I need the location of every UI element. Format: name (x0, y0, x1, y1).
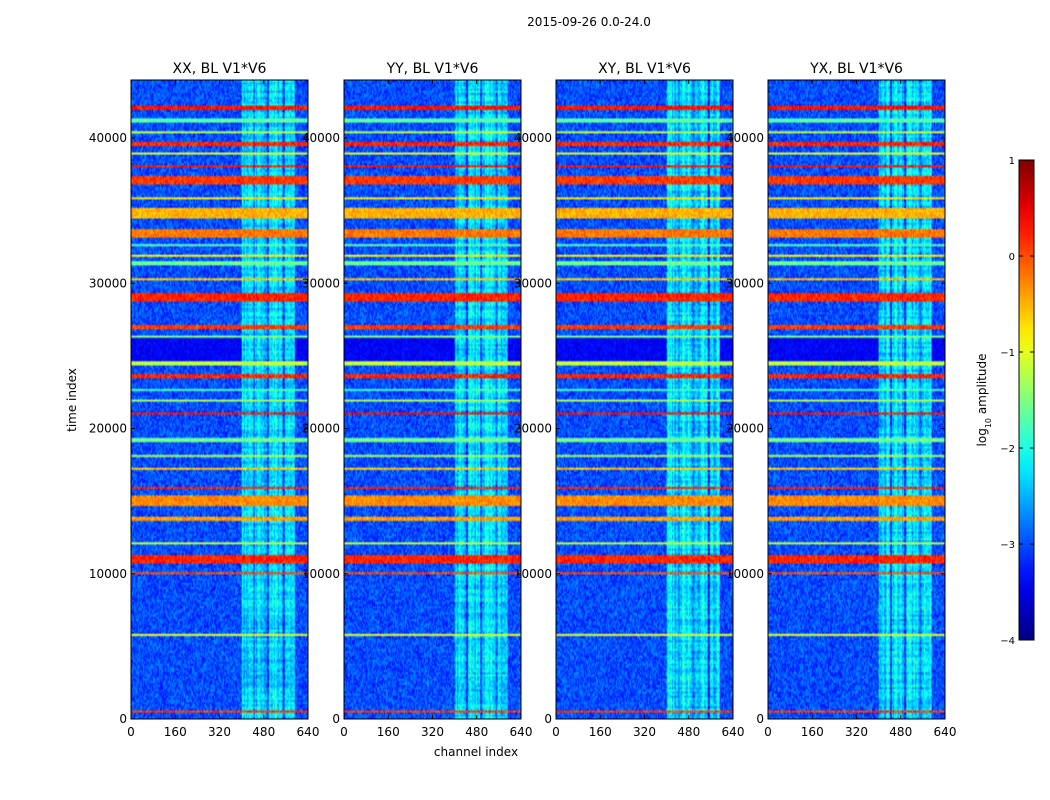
y-tick-label: 40000 (89, 131, 127, 145)
y-tick-label: 0 (332, 712, 340, 726)
heatmap-raster (556, 80, 733, 719)
x-tick-label: 640 (934, 725, 957, 739)
colorbar-tick-label: −2 (1000, 444, 1015, 455)
y-tick-label: 0 (544, 712, 552, 726)
colorbar-tick-label: −1 (1000, 348, 1015, 359)
x-tick-label: 0 (764, 725, 772, 739)
x-axis-label: channel index (434, 745, 518, 759)
heatmap-panels: XX, BL V1*V6 0 160 320 480 640 0 10000 20000 3000… (89, 61, 957, 739)
colorbar-tick-label: −3 (1000, 540, 1015, 551)
colorbar-gradient (1018, 159, 1035, 641)
x-tick-label: 480 (252, 725, 275, 739)
y-tick-label: 0 (119, 712, 127, 726)
y-tick-label: 10000 (302, 567, 340, 581)
x-tick-label: 320 (208, 725, 231, 739)
heatmap-raster (768, 80, 945, 719)
y-tick-label: 40000 (726, 131, 764, 145)
colorbar-label-sub: 10 (984, 418, 993, 428)
heatmap-panel: YY, BL V1*V6 0 160 320 480 640 0 10000 20000 3000… (302, 61, 533, 739)
y-tick-label: 30000 (89, 276, 127, 290)
colorbar-label-rest: amplitude (975, 354, 989, 418)
heatmap-panel: XY, BL V1*V6 0 160 320 480 640 0 10000 20000 3000… (514, 61, 745, 739)
x-tick-label: 480 (889, 725, 912, 739)
x-tick-label: 480 (677, 725, 700, 739)
y-tick-label: 40000 (514, 131, 552, 145)
y-axis-label: time index (65, 368, 79, 432)
y-tick-label: 30000 (514, 276, 552, 290)
x-tick-label: 480 (465, 725, 488, 739)
heatmap-raster (344, 80, 521, 719)
x-tick-label: 160 (377, 725, 400, 739)
y-tick-label: 40000 (302, 131, 340, 145)
x-tick-label: 160 (801, 725, 824, 739)
x-tick-label: 0 (127, 725, 135, 739)
colorbar-tick-label: 1 (1009, 156, 1015, 167)
x-tick-label: 320 (633, 725, 656, 739)
heatmap-panel: YX, BL V1*V6 0 160 320 480 640 0 10000 20000 3000… (726, 61, 957, 739)
x-tick-label: 640 (297, 725, 320, 739)
y-tick-label: 20000 (302, 422, 340, 436)
colorbar-tick-label: −4 (1000, 636, 1015, 647)
panel-title: XX, BL V1*V6 (173, 61, 267, 77)
heatmap-raster (131, 80, 308, 719)
y-tick-label: 30000 (302, 276, 340, 290)
x-tick-label: 320 (421, 725, 444, 739)
y-tick-label: 20000 (726, 422, 764, 436)
panel-title: XY, BL V1*V6 (598, 61, 691, 77)
y-tick-label: 10000 (514, 567, 552, 581)
figure-suptitle: 2015-09-26 0.0-24.0 (527, 15, 651, 29)
x-tick-label: 0 (552, 725, 560, 739)
x-tick-label: 160 (164, 725, 187, 739)
colorbar-label: log10 amplitude (975, 354, 993, 447)
y-tick-label: 10000 (726, 567, 764, 581)
y-tick-label: 20000 (89, 422, 127, 436)
colorbar: −4 −3 −2 −1 0 1 (1000, 156, 1035, 647)
x-tick-label: 320 (845, 725, 868, 739)
y-tick-label: 20000 (514, 422, 552, 436)
x-tick-label: 0 (340, 725, 348, 739)
colorbar-tick-label: 0 (1009, 252, 1015, 263)
y-tick-label: 0 (756, 712, 764, 726)
x-tick-label: 160 (589, 725, 612, 739)
y-tick-label: 10000 (89, 567, 127, 581)
x-tick-label: 640 (510, 725, 533, 739)
panel-title: YX, BL V1*V6 (809, 61, 903, 77)
colorbar-label-main: log (975, 428, 989, 446)
heatmap-panel: XX, BL V1*V6 0 160 320 480 640 0 10000 20000 3000… (89, 61, 320, 739)
panel-title: YY, BL V1*V6 (386, 61, 479, 77)
y-tick-label: 30000 (726, 276, 764, 290)
x-tick-label: 640 (722, 725, 745, 739)
